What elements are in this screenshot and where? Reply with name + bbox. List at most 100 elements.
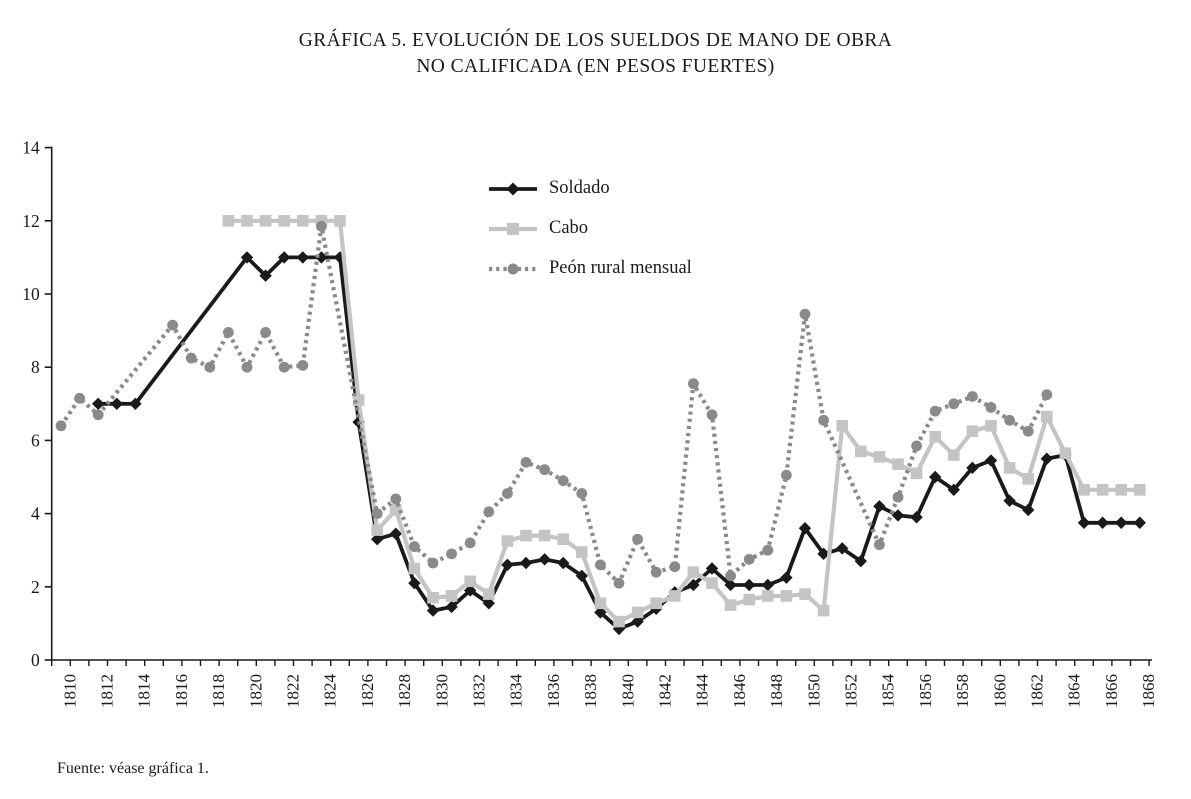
data-point-marker [538,553,551,566]
data-point-marker [724,578,737,592]
data-point-marker [724,599,737,611]
data-point-marker [762,590,774,602]
data-point-marker [761,578,774,592]
data-point-marker [446,548,457,560]
data-point-marker [892,458,904,470]
data-point-marker [315,251,328,264]
data-point-marker [1022,473,1034,485]
x-tick-label: 1852 [842,674,861,708]
data-point-marker [296,251,309,264]
data-point-marker [1134,484,1146,496]
series-line [98,255,1140,631]
x-tick-label: 1838 [581,674,600,708]
data-point-marker [390,493,402,505]
x-tick-label: 1836 [544,674,563,708]
data-point-marker [1115,484,1127,496]
data-point-marker [1078,484,1090,496]
data-point-marker [948,449,960,461]
data-point-marker [1096,516,1109,529]
data-point-marker [632,533,643,545]
data-point-marker [929,430,941,443]
data-point-marker [891,509,905,522]
data-point-marker [334,215,346,227]
data-point-marker [427,557,439,569]
data-point-marker [836,419,848,432]
data-point-marker [594,606,607,619]
data-point-marker [1096,484,1109,496]
data-point-marker [892,491,904,503]
y-tick-label: 2 [31,577,40,597]
chart-title: GRÁFICA 5. EVOLUCIÓN DE LOS SUELDOS DE M… [0,28,1191,80]
series-cabo [222,215,1146,628]
data-point-marker [687,566,700,578]
data-point-marker [92,397,105,410]
data-point-marker [408,562,421,575]
x-tick-label: 1846 [730,674,749,708]
data-point-marker [650,566,662,578]
data-point-marker [316,220,327,232]
data-point-marker [948,398,960,410]
data-point-marker [873,500,886,513]
x-tick-label: 1840 [618,674,637,708]
data-point-marker [799,588,811,600]
data-point-marker [74,392,85,404]
data-point-marker [371,508,383,519]
data-point-marker [594,597,607,610]
series-line [228,218,1140,624]
legend-label-soldado: Soldado [549,178,610,198]
data-point-marker [390,504,402,516]
data-point-marker [1004,414,1015,426]
data-point-marker [743,553,755,565]
data-point-marker [445,600,458,614]
y-tick-label: 4 [31,504,40,524]
data-point-marker [223,327,234,338]
x-tick-label: 1816 [172,674,191,708]
x-tick-label: 1848 [767,674,786,708]
data-point-marker [966,425,979,438]
data-point-marker [464,584,477,597]
data-point-marker [725,570,736,582]
data-point-marker [836,542,849,555]
data-point-marker [855,445,867,458]
data-point-marker [1041,410,1053,423]
data-point-marker [743,578,756,592]
chart-legend: Soldado Cabo Peón rural mensual [488,178,692,278]
data-point-marker [482,597,495,610]
legend-label-cabo: Cabo [549,218,589,238]
y-tick-label: 14 [22,138,40,158]
data-point-marker [780,571,793,584]
x-tick-label: 1822 [284,674,303,708]
x-tick-label: 1866 [1102,674,1121,708]
x-tick-label: 1842 [656,674,675,708]
x-tick-label: 1828 [395,674,414,708]
x-tick-label: 1868 [1139,674,1158,708]
data-point-marker [706,577,718,589]
chart-title-line2: NO CALIFICADA (EN PESOS FUERTES) [416,56,775,77]
x-tick-label: 1856 [916,674,935,708]
data-point-marker [706,409,718,421]
data-point-marker [315,215,328,227]
x-tick-label: 1814 [135,674,154,709]
x-tick-label: 1844 [693,674,712,709]
data-point-marker [371,533,384,546]
data-point-marker [110,397,123,410]
data-point-marker [575,569,588,583]
data-point-marker [947,483,960,497]
x-tick-label: 1860 [990,674,1009,708]
data-point-marker [929,405,941,417]
data-point-marker [1077,516,1091,529]
x-tick-label: 1818 [209,674,228,708]
data-point-marker [259,269,272,282]
data-point-marker [874,539,885,551]
source-note: Fuente: véase gráfica 1. [57,760,209,777]
x-tick-label: 1832 [470,674,489,708]
data-point-marker [705,562,719,575]
data-point-marker [204,361,216,373]
data-point-marker [1003,462,1016,474]
y-tick-label: 6 [31,430,40,450]
x-tick-label: 1810 [60,674,79,708]
data-point-marker [818,414,829,426]
data-point-marker [408,576,421,590]
legend-item-cabo: Cabo [488,218,692,238]
